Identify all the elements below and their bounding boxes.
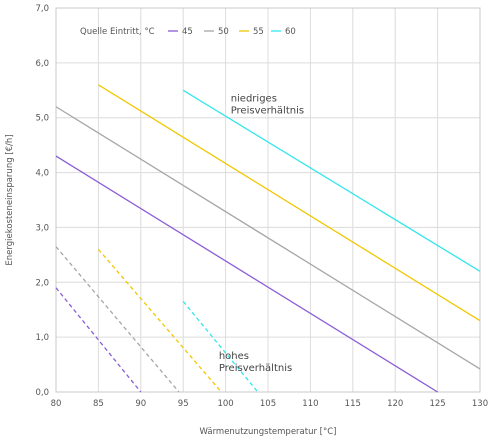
x-tick-label: 80 (51, 399, 62, 409)
x-tick-label: 85 (93, 399, 104, 409)
x-tick-label: 115 (345, 399, 361, 409)
series-lines (55, 84, 481, 393)
x-tick-label: 125 (429, 399, 445, 409)
annotation-text: hohes (219, 351, 249, 362)
y-axis-label: Energiekosteneinsparung [€/h] (5, 134, 15, 265)
annotations: niedrigesPreisverhältnishohesPreisverhäl… (219, 93, 304, 374)
x-tick-label: 100 (217, 399, 233, 409)
x-tick-label: 95 (178, 399, 189, 409)
series-line-45-niedriges (55, 155, 438, 393)
axis-labels: Wärmenutzungstemperatur [°C] Energiekoste… (5, 134, 337, 437)
y-tick-label: 4,0 (35, 169, 49, 179)
series-line-60-niedriges (182, 89, 481, 272)
y-tick-label: 5,0 (35, 114, 49, 124)
x-tick-label: 90 (135, 399, 146, 409)
annotation-text: Preisverhältnis (219, 363, 292, 374)
x-tick-label: 105 (260, 399, 276, 409)
series-line-45-hohes (55, 287, 142, 393)
plot-frame (55, 7, 481, 393)
legend-title: Quelle Eintritt, °C (80, 27, 155, 37)
legend-entry-55: 55 (253, 27, 264, 37)
y-tick-label: 6,0 (35, 59, 49, 69)
x-tick-label: 120 (387, 399, 403, 409)
legend-entry-60: 60 (285, 27, 296, 37)
y-tick-label: 1,0 (35, 333, 49, 343)
x-axis-label: Wärmenutzungstemperatur [°C] (200, 427, 337, 437)
y-tick-label: 7,0 (35, 4, 49, 14)
x-tick-label: 110 (302, 399, 318, 409)
axes: 80 85 90 95 100 105 110 115 120 125 130 0,0 1,0 2,0 3,… (35, 4, 488, 409)
y-tick-label: 0,0 (35, 388, 49, 398)
legend-entry-45: 45 (182, 27, 193, 37)
series-line-50-hohes (55, 246, 180, 393)
legend: Quelle Eintritt, °C 45 50 55 60 (80, 27, 296, 37)
legend-entry-50: 50 (218, 27, 229, 37)
series-line-55-hohes (97, 248, 222, 393)
annotation-text: niedriges (231, 93, 277, 104)
y-tick-label: 2,0 (35, 278, 49, 288)
y-tick-label: 3,0 (35, 223, 49, 233)
annotation-text: Preisverhältnis (231, 105, 304, 116)
series-line-60-hohes (182, 301, 259, 393)
series-line-50-niedriges (55, 106, 481, 370)
series-line-55-niedriges (98, 84, 481, 322)
grid (56, 8, 480, 392)
x-tick-label: 130 (472, 399, 488, 409)
